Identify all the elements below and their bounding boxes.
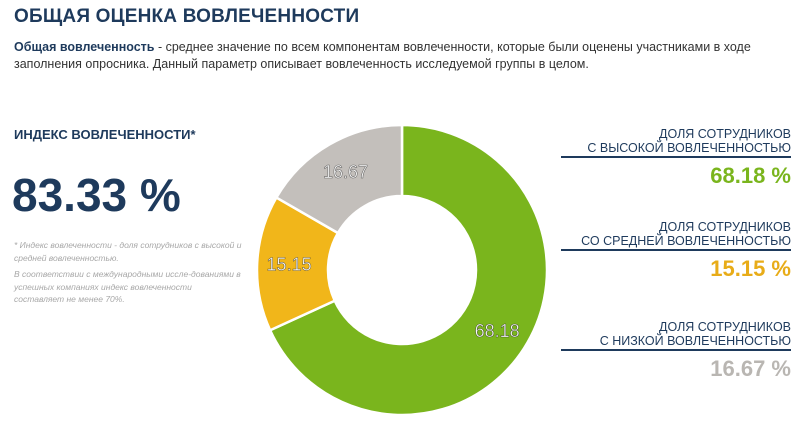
- stat-mid-label-line1: ДОЛЯ СОТРУДНИКОВ: [659, 220, 791, 234]
- stat-low-label: ДОЛЯ СОТРУДНИКОВ С НИЗКОЙ ВОВЛЕЧЕННОСТЬЮ: [561, 320, 791, 351]
- stat-high-label-line1: ДОЛЯ СОТРУДНИКОВ: [659, 127, 791, 141]
- stat-high-value: 68.18 %: [710, 163, 791, 188]
- stat-high-label: ДОЛЯ СОТРУДНИКОВ С ВЫСОКОЙ ВОВЛЕЧЕННОСТЬ…: [561, 127, 791, 158]
- stat-low-label-line1: ДОЛЯ СОТРУДНИКОВ: [659, 320, 791, 334]
- stat-low-value: 16.67 %: [710, 356, 791, 381]
- donut-label-0: 68.18: [475, 321, 520, 341]
- donut-label-2: 16.67: [323, 162, 368, 182]
- description: Общая вовлеченность - среднее значение п…: [14, 39, 794, 73]
- research-note: В соответствии с международными иссле-до…: [14, 269, 241, 304]
- index-note: * Индекс вовлеченности - доля сотруднико…: [14, 240, 242, 263]
- donut-label-1: 15.15: [267, 255, 312, 275]
- index-label: ИНДЕКС ВОВЛЕЧЕННОСТИ*: [14, 127, 196, 142]
- index-value: 83.33 %: [12, 169, 181, 221]
- page-title: ОБЩАЯ ОЦЕНКА ВОВЛЕЧЕННОСТИ: [14, 6, 360, 27]
- stat-mid-value: 15.15 %: [710, 256, 791, 281]
- stat-high-label-line2: С ВЫСОКОЙ ВОВЛЕЧЕННОСТЬЮ: [587, 141, 791, 155]
- stat-mid-label: ДОЛЯ СОТРУДНИКОВ СО СРЕДНЕЙ ВОВЛЕЧЕННОСТ…: [561, 220, 791, 251]
- donut-slice-0: [268, 123, 549, 417]
- description-text: - среднее значение по всем компонентам в…: [14, 40, 751, 71]
- stat-low-label-line2: С НИЗКОЙ ВОВЛЕЧЕННОСТЬЮ: [599, 334, 791, 348]
- stat-mid: ДОЛЯ СОТРУДНИКОВ СО СРЕДНЕЙ ВОВЛЕЧЕННОСТ…: [561, 220, 791, 282]
- stat-high: ДОЛЯ СОТРУДНИКОВ С ВЫСОКОЙ ВОВЛЕЧЕННОСТЬ…: [561, 127, 791, 189]
- donut-slice-2: [274, 123, 404, 235]
- description-term: Общая вовлеченность: [14, 40, 155, 54]
- stat-low: ДОЛЯ СОТРУДНИКОВ С НИЗКОЙ ВОВЛЕЧЕННОСТЬЮ…: [561, 320, 791, 382]
- stat-mid-label-line2: СО СРЕДНЕЙ ВОВЛЕЧЕННОСТЬЮ: [581, 234, 791, 248]
